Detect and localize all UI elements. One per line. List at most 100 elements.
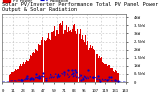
Bar xyxy=(118,73,119,82)
Bar xyxy=(42,42,43,82)
Bar xyxy=(72,29,73,82)
Point xyxy=(75,71,78,73)
Bar xyxy=(23,62,24,82)
Bar xyxy=(60,18,61,82)
Bar xyxy=(90,46,91,82)
Bar xyxy=(52,32,53,82)
Bar xyxy=(28,61,29,82)
Bar xyxy=(87,41,88,82)
Bar xyxy=(89,48,90,82)
Point xyxy=(97,76,99,77)
Bar xyxy=(57,30,58,82)
Bar xyxy=(45,41,46,82)
Bar xyxy=(98,57,99,82)
Bar xyxy=(93,49,94,82)
Bar xyxy=(68,27,69,82)
Bar xyxy=(34,53,35,82)
Point xyxy=(73,70,76,71)
Point xyxy=(25,75,28,77)
Bar xyxy=(67,29,68,82)
Bar xyxy=(84,42,85,82)
Bar xyxy=(14,71,15,82)
Point xyxy=(32,78,35,80)
Bar xyxy=(32,53,33,82)
Bar xyxy=(95,48,96,82)
Bar xyxy=(108,65,109,82)
Bar xyxy=(88,50,89,82)
Bar xyxy=(17,69,18,82)
Bar xyxy=(37,51,38,82)
Point xyxy=(45,80,48,81)
Bar xyxy=(65,30,66,82)
Point xyxy=(86,70,89,71)
Bar xyxy=(113,71,114,82)
Bar xyxy=(31,56,32,82)
Bar xyxy=(18,69,19,82)
Point xyxy=(106,80,109,81)
Point xyxy=(24,77,27,78)
Bar xyxy=(27,61,28,82)
Point xyxy=(71,70,73,71)
Point xyxy=(37,75,40,77)
Bar xyxy=(40,45,41,82)
Bar xyxy=(99,56,100,82)
Bar xyxy=(44,40,45,82)
Bar xyxy=(79,32,80,82)
Bar xyxy=(86,45,87,82)
Bar xyxy=(106,64,107,82)
Bar xyxy=(104,64,105,82)
Bar xyxy=(62,21,63,82)
Bar xyxy=(9,74,10,82)
Bar xyxy=(16,70,17,82)
Bar xyxy=(43,33,44,82)
Point xyxy=(114,79,116,81)
Bar xyxy=(97,54,98,82)
Bar xyxy=(81,39,82,82)
Bar xyxy=(115,70,116,82)
Point xyxy=(92,76,94,78)
Bar xyxy=(73,26,74,82)
Bar xyxy=(20,64,21,82)
Bar xyxy=(105,64,106,82)
Bar xyxy=(76,34,77,82)
Bar xyxy=(61,25,62,82)
Bar xyxy=(63,34,64,82)
Bar xyxy=(38,44,39,82)
Bar xyxy=(96,54,97,82)
Bar xyxy=(48,39,49,82)
Bar xyxy=(11,73,12,82)
Bar xyxy=(15,69,16,82)
Point xyxy=(30,77,32,79)
Bar xyxy=(33,52,34,82)
Bar xyxy=(13,72,14,82)
Point xyxy=(80,79,82,81)
Point xyxy=(29,78,31,80)
Bar xyxy=(78,25,79,82)
Point xyxy=(67,70,69,71)
Bar xyxy=(101,57,102,82)
Bar xyxy=(22,64,23,82)
Point xyxy=(110,76,112,78)
Bar xyxy=(12,72,13,82)
Bar xyxy=(70,30,71,82)
Bar xyxy=(107,66,108,82)
Point xyxy=(72,72,74,74)
Bar xyxy=(102,62,103,82)
Bar xyxy=(112,68,113,82)
Bar xyxy=(77,29,78,82)
Bar xyxy=(54,26,55,82)
Bar xyxy=(116,73,117,82)
Bar xyxy=(64,30,65,82)
Bar xyxy=(36,50,37,82)
Legend: PV Power, Radiation: PV Power, Radiation xyxy=(2,0,71,4)
Point xyxy=(81,78,84,80)
Bar xyxy=(50,40,51,82)
Point xyxy=(98,80,101,82)
Bar xyxy=(83,40,84,82)
Bar xyxy=(46,40,47,82)
Bar xyxy=(85,38,86,82)
Bar xyxy=(39,45,40,82)
Bar xyxy=(10,74,11,82)
Bar xyxy=(111,68,112,82)
Bar xyxy=(80,28,81,82)
